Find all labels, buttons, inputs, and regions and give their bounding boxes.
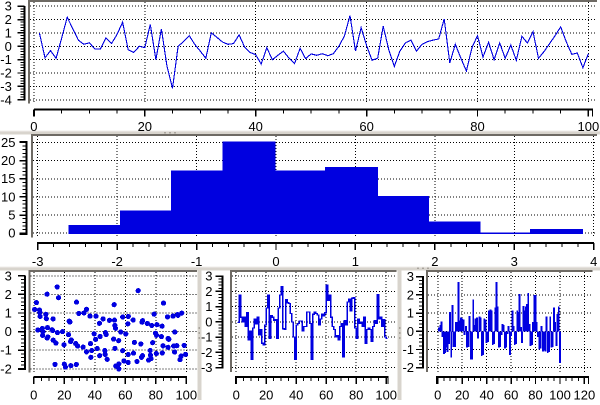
svg-text:0: 0 [233, 387, 240, 400]
svg-text:1: 1 [205, 299, 212, 314]
svg-text:120: 120 [574, 387, 596, 400]
svg-text:100: 100 [375, 387, 397, 400]
svg-text:1: 1 [5, 306, 12, 321]
svg-text:15: 15 [1, 171, 15, 186]
svg-text:0: 0 [30, 119, 37, 134]
svg-text:2: 2 [407, 287, 414, 302]
svg-text:-1: -1 [402, 342, 414, 357]
svg-text:80: 80 [349, 387, 363, 400]
svg-text:60: 60 [504, 387, 518, 400]
svg-text:-1: -1 [0, 52, 12, 67]
svg-text:-2: -2 [0, 66, 12, 81]
svg-text:0: 0 [407, 324, 414, 339]
svg-text:20: 20 [138, 119, 152, 134]
svg-text:-1: -1 [201, 330, 213, 345]
svg-text:-2: -2 [0, 361, 12, 376]
svg-text:40: 40 [88, 387, 102, 400]
svg-text:3: 3 [5, 268, 12, 283]
svg-text:20: 20 [1, 153, 15, 168]
svg-text:100: 100 [175, 387, 197, 400]
svg-text:3: 3 [511, 254, 518, 269]
svg-text:4: 4 [590, 254, 597, 269]
svg-text:100: 100 [549, 387, 571, 400]
svg-text:-3: -3 [0, 79, 12, 94]
svg-text:3: 3 [5, 0, 12, 14]
svg-text:-1: -1 [0, 343, 12, 358]
svg-text:100: 100 [578, 119, 600, 134]
svg-text:10: 10 [1, 189, 15, 204]
svg-text:40: 40 [289, 387, 303, 400]
svg-text:20: 20 [57, 387, 71, 400]
svg-text:2: 2 [5, 12, 12, 27]
svg-text:-2: -2 [402, 360, 414, 375]
svg-text:5: 5 [8, 208, 15, 223]
svg-text:1: 1 [5, 25, 12, 40]
svg-text:60: 60 [118, 387, 132, 400]
svg-text:20: 20 [259, 387, 273, 400]
svg-text:0: 0 [30, 387, 37, 400]
svg-text:40: 40 [479, 387, 493, 400]
svg-text:80: 80 [149, 387, 163, 400]
svg-text:-4: -4 [0, 92, 12, 107]
svg-text:20: 20 [455, 387, 469, 400]
svg-text:25: 25 [1, 135, 15, 150]
svg-text:2: 2 [5, 287, 12, 302]
svg-text:-3: -3 [201, 360, 213, 375]
svg-text:3: 3 [407, 269, 414, 284]
svg-text:0: 0 [5, 39, 12, 54]
svg-text:0: 0 [5, 324, 12, 339]
svg-text:2: 2 [205, 284, 212, 299]
svg-text:-1: -1 [191, 254, 203, 269]
svg-text:0: 0 [272, 254, 279, 269]
svg-text:-2: -2 [201, 345, 213, 360]
svg-text:80: 80 [470, 119, 484, 134]
svg-text:-3: -3 [32, 254, 44, 269]
svg-text:2: 2 [431, 254, 438, 269]
svg-text:1: 1 [407, 306, 414, 321]
svg-text:0: 0 [8, 226, 15, 241]
svg-text:0: 0 [205, 314, 212, 329]
svg-text:60: 60 [319, 387, 333, 400]
svg-text:1: 1 [352, 254, 359, 269]
svg-text:3: 3 [205, 269, 212, 284]
svg-text:60: 60 [359, 119, 373, 134]
svg-text:80: 80 [528, 387, 542, 400]
svg-text:40: 40 [248, 119, 262, 134]
svg-text:0: 0 [434, 387, 441, 400]
svg-text:-2: -2 [111, 254, 123, 269]
